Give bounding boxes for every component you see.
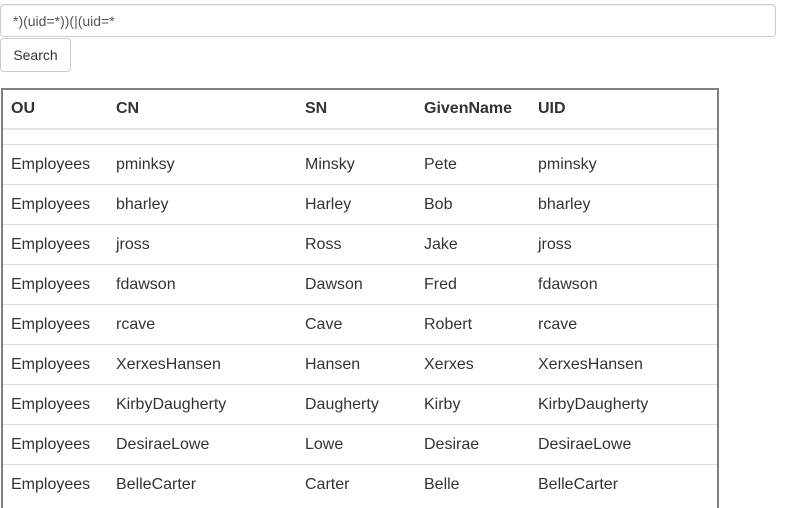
table-row: Employees KirbyDaugherty Daugherty Kirby… bbox=[3, 384, 717, 425]
column-header-sn: SN bbox=[297, 90, 416, 130]
cell-sn: Minsky bbox=[297, 144, 416, 185]
results-table-container: OU CN SN GivenName UID Employees pminksy… bbox=[1, 88, 719, 508]
cell-sn: Dawson bbox=[297, 264, 416, 305]
cell-cn: KirbyDaugherty bbox=[108, 384, 297, 425]
cell-sn: Harley bbox=[297, 184, 416, 225]
table-row: Employees rcave Cave Robert rcave bbox=[3, 304, 717, 345]
table-row: Employees DesiraeLowe Lowe Desirae Desir… bbox=[3, 424, 717, 465]
cell-sn: Hansen bbox=[297, 344, 416, 385]
cell-cn: XerxesHansen bbox=[108, 344, 297, 385]
cell-uid: fdawson bbox=[530, 264, 717, 305]
cell-givenname: Desirae bbox=[416, 424, 530, 465]
column-header-uid: UID bbox=[530, 90, 717, 130]
table-row: Employees jross Ross Jake jross bbox=[3, 224, 717, 265]
cell-givenname: Fred bbox=[416, 264, 530, 305]
cell-ou: Employees bbox=[3, 264, 108, 305]
cell-sn: Lowe bbox=[297, 424, 416, 465]
cell-ou: Employees bbox=[3, 184, 108, 225]
cell-uid: rcave bbox=[530, 304, 717, 345]
cell-sn: Carter bbox=[297, 464, 416, 504]
cell-uid: jross bbox=[530, 224, 717, 265]
cell-uid: pminsky bbox=[530, 144, 717, 185]
empty-cell bbox=[3, 129, 717, 145]
column-header-ou: OU bbox=[3, 90, 108, 130]
cell-uid: DesiraeLowe bbox=[530, 424, 717, 465]
cell-ou: Employees bbox=[3, 144, 108, 185]
cell-uid: BelleCarter bbox=[530, 464, 717, 504]
cell-sn: Daugherty bbox=[297, 384, 416, 425]
column-header-cn: CN bbox=[108, 90, 297, 130]
cell-cn: pminksy bbox=[108, 144, 297, 185]
cell-ou: Employees bbox=[3, 384, 108, 425]
cell-ou: Employees bbox=[3, 464, 108, 504]
table-row: Employees XerxesHansen Hansen Xerxes Xer… bbox=[3, 344, 717, 385]
table-row: Employees fdawson Dawson Fred fdawson bbox=[3, 264, 717, 305]
empty-table-row bbox=[3, 129, 717, 145]
cell-givenname: Kirby bbox=[416, 384, 530, 425]
cell-givenname: Robert bbox=[416, 304, 530, 345]
cell-cn: fdawson bbox=[108, 264, 297, 305]
cell-sn: Cave bbox=[297, 304, 416, 345]
cell-givenname: Xerxes bbox=[416, 344, 530, 385]
cell-uid: KirbyDaugherty bbox=[530, 384, 717, 425]
search-button[interactable]: Search bbox=[0, 38, 71, 72]
cell-uid: bharley bbox=[530, 184, 717, 225]
column-header-givenname: GivenName bbox=[416, 90, 530, 130]
results-table: OU CN SN GivenName UID Employees pminksy… bbox=[3, 90, 717, 504]
cell-ou: Employees bbox=[3, 344, 108, 385]
cell-givenname: Pete bbox=[416, 144, 530, 185]
table-row: Employees BelleCarter Carter Belle Belle… bbox=[3, 464, 717, 504]
cell-cn: jross bbox=[108, 224, 297, 265]
cell-ou: Employees bbox=[3, 224, 108, 265]
table-row: Employees bharley Harley Bob bharley bbox=[3, 184, 717, 225]
cell-cn: DesiraeLowe bbox=[108, 424, 297, 465]
cell-givenname: Jake bbox=[416, 224, 530, 265]
cell-ou: Employees bbox=[3, 304, 108, 345]
cell-givenname: Bob bbox=[416, 184, 530, 225]
cell-ou: Employees bbox=[3, 424, 108, 465]
cell-cn: rcave bbox=[108, 304, 297, 345]
cell-givenname: Belle bbox=[416, 464, 530, 504]
cell-uid: XerxesHansen bbox=[530, 344, 717, 385]
cell-cn: BelleCarter bbox=[108, 464, 297, 504]
cell-sn: Ross bbox=[297, 224, 416, 265]
cell-cn: bharley bbox=[108, 184, 297, 225]
table-header-row: OU CN SN GivenName UID bbox=[3, 90, 717, 130]
search-input[interactable] bbox=[0, 4, 776, 37]
table-row: Employees pminksy Minsky Pete pminsky bbox=[3, 144, 717, 185]
